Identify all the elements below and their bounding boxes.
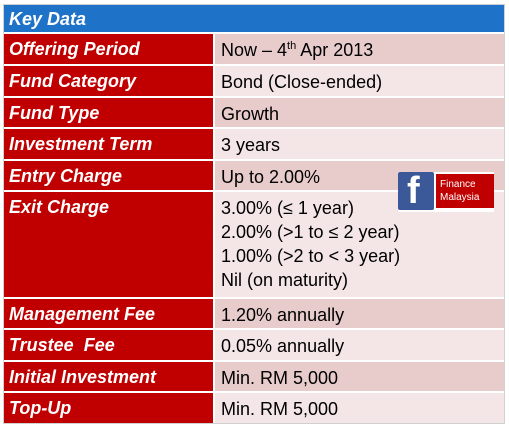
row-label: Fund Category bbox=[4, 66, 215, 96]
row-investment-term: Investment Term 3 years bbox=[4, 129, 504, 161]
row-value: 1.20% annually bbox=[215, 299, 504, 328]
row-label: Management Fee bbox=[4, 299, 215, 328]
row-fund-category: Fund Category Bond (Close-ended) bbox=[4, 66, 504, 98]
badge-line-1: Finance bbox=[440, 179, 476, 190]
row-label: Investment Term bbox=[4, 129, 215, 159]
facebook-icon: f bbox=[398, 170, 434, 212]
finance-malaysia-badge[interactable]: f Finance Malaysia bbox=[398, 170, 494, 212]
row-value: Min. RM 5,000 bbox=[215, 393, 504, 423]
table-title: Key Data bbox=[9, 9, 87, 29]
row-top-up: Top-Up Min. RM 5,000 bbox=[4, 393, 504, 423]
row-trustee-fee: Trustee Fee 0.05% annually bbox=[4, 330, 504, 362]
badge-line-2: Malaysia bbox=[440, 192, 480, 203]
row-value: Min. RM 5,000 bbox=[215, 362, 504, 391]
exit-charge-line: Nil (on maturity) bbox=[221, 270, 349, 290]
table-header: Key Data bbox=[4, 5, 504, 34]
row-value: Growth bbox=[215, 98, 504, 127]
exit-charge-line: 3.00% (≤ 1 year) bbox=[221, 198, 354, 218]
row-value: Now – 4th Apr 2013 bbox=[215, 34, 504, 64]
exit-charge-line: 1.00% (>2 to < 3 year) bbox=[221, 246, 401, 266]
badge-text: Finance Malaysia bbox=[436, 174, 494, 208]
row-label: Fund Type bbox=[4, 98, 215, 127]
row-label: Entry Charge bbox=[4, 161, 215, 190]
row-label: Exit Charge bbox=[4, 192, 215, 297]
row-label: Top-Up bbox=[4, 393, 215, 423]
row-entry-charge: Entry Charge Up to 2.00% bbox=[4, 161, 504, 192]
exit-charge-line: 2.00% (>1 to ≤ 2 year) bbox=[221, 222, 400, 242]
row-initial-investment: Initial Investment Min. RM 5,000 bbox=[4, 362, 504, 393]
key-data-table: Key Data Offering Period Now – 4th Apr 2… bbox=[3, 4, 505, 424]
row-value: Bond (Close-ended) bbox=[215, 66, 504, 96]
row-offering-period: Offering Period Now – 4th Apr 2013 bbox=[4, 34, 504, 66]
row-label: Initial Investment bbox=[4, 362, 215, 391]
row-value: 0.05% annually bbox=[215, 330, 504, 360]
row-label: Trustee Fee bbox=[4, 330, 215, 360]
row-label: Offering Period bbox=[4, 34, 215, 64]
row-fund-type: Fund Type Growth bbox=[4, 98, 504, 129]
row-value: 3 years bbox=[215, 129, 504, 159]
row-management-fee: Management Fee 1.20% annually bbox=[4, 299, 504, 330]
